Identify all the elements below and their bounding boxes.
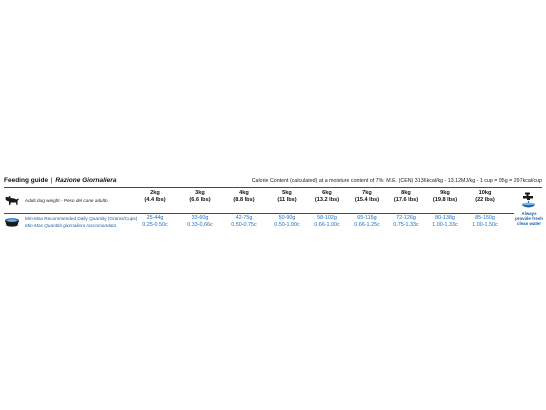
- quantity-row: Min-Max Recommended Daily Quantity (Gram…: [4, 215, 542, 231]
- quantity-label-en: Min-Max Recommended Daily Quantity (Gram…: [25, 216, 138, 221]
- bowl-icon: [5, 218, 19, 227]
- weight-kg: 10kg: [478, 190, 492, 196]
- quantity-column: 72-126g 0.75-1.33c: [386, 215, 426, 229]
- weight-kg: 2kg: [150, 190, 160, 196]
- quantity-column: 25-44g 0.25-0.50c: [135, 215, 175, 229]
- quantity-label-it: Min-Max Quantità giornaliera raccomandat…: [25, 222, 117, 228]
- weight-column: 10kg (22 lbs): [465, 190, 505, 204]
- quantity-grams: 42-75g: [235, 215, 253, 221]
- quantity-grams: 72-126g: [396, 215, 416, 221]
- dog-weight-label: Adult dog weight - Peso del cane adulto: [25, 198, 108, 203]
- weight-lbs: (15.4 lbs): [354, 197, 380, 203]
- water-tap-icon: [522, 192, 535, 208]
- quantity-column: 50-90g 0.50-1.00c: [267, 215, 307, 229]
- quantity-column: 58-102g 0.66-1.00c: [307, 215, 347, 229]
- weight-lbs: (17.6 lbs): [393, 197, 419, 203]
- quantity-grams: 65-115g: [357, 215, 377, 221]
- weight-kg: 4kg: [239, 190, 249, 196]
- water-note: Always provide fresh clean water: [514, 192, 544, 227]
- weight-kg: 3kg: [195, 190, 205, 196]
- quantity-cups: 0.50-1.00c: [274, 222, 300, 228]
- title-separator: |: [50, 177, 53, 184]
- title-en: Feeding guide: [4, 177, 49, 184]
- quantity-column: 42-75g 0.50-0.75c: [224, 215, 264, 229]
- quantity-cups: 0.66-1.00c: [314, 222, 340, 228]
- weight-lbs: (11 lbs): [277, 197, 297, 203]
- weight-lbs: (6.6 lbs): [189, 197, 211, 203]
- title-it: Razione Giornaliera: [55, 177, 117, 184]
- water-line-1: Always: [521, 211, 537, 216]
- dog-icon: [5, 196, 19, 205]
- quantity-grams: 50-90g: [278, 215, 296, 221]
- quantity-grams: 33-60g: [191, 215, 209, 221]
- feeding-guide-header: Feeding guide | Razione Giornaliera Calo…: [4, 177, 542, 187]
- weight-kg: 6kg: [322, 190, 332, 196]
- water-line-2: provide fresh: [515, 216, 543, 222]
- weight-lbs: (13.2 lbs): [314, 197, 340, 203]
- weight-lbs: (8.8 lbs): [233, 197, 255, 203]
- weight-kg: 9kg: [440, 190, 450, 196]
- quantity-column: 65-115g 0.66-1.25c: [347, 215, 387, 229]
- quantity-cups: 1.00-1.33c: [432, 222, 458, 228]
- water-line-3: clean water: [517, 221, 541, 227]
- weight-lbs: (19.8 lbs): [432, 197, 458, 203]
- quantity-grams: 58-102g: [317, 215, 337, 221]
- header-rule: [4, 187, 542, 188]
- quantity-column: 33-60g 0.33-0.66c: [180, 215, 220, 229]
- weight-column: 8kg (17.6 lbs): [386, 190, 426, 204]
- row-separator: [4, 213, 514, 214]
- weight-column: 2kg (4.4 lbs): [135, 190, 175, 204]
- calorie-content: Calorie Content (calculated) at a moistu…: [251, 177, 542, 184]
- dog-weight-label-en: Adult dog weight -: [25, 198, 64, 203]
- weight-lbs: (22 lbs): [475, 197, 495, 203]
- quantity-grams: 25-44g: [146, 215, 164, 221]
- weight-column: 7kg (15.4 lbs): [347, 190, 387, 204]
- weight-column: 9kg (19.8 lbs): [425, 190, 465, 204]
- quantity-column: 85-150g 1.00-1.50c: [465, 215, 505, 229]
- weight-column: 6kg (13.2 lbs): [307, 190, 347, 204]
- weight-kg: 8kg: [401, 190, 411, 196]
- quantity-cups: 0.66-1.25c: [354, 222, 380, 228]
- weight-lbs: (4.4 lbs): [144, 197, 166, 203]
- feeding-guide: Feeding guide | Razione Giornaliera Calo…: [4, 177, 543, 228]
- weight-column: 3kg (6.6 lbs): [180, 190, 220, 204]
- dog-weight-label-it: Peso del cane adulto: [63, 198, 108, 203]
- quantity-grams: 85-150g: [475, 215, 495, 221]
- quantity-cups: 1.00-1.50c: [472, 222, 498, 228]
- weight-kg: 5kg: [282, 190, 292, 196]
- quantity-label: Min-Max Recommended Daily Quantity (Gram…: [25, 216, 137, 229]
- quantity-cups: 0.50-0.75c: [231, 222, 257, 228]
- quantity-cups: 0.75-1.33c: [393, 222, 419, 228]
- dog-weight-row: Adult dog weight - Peso del cane adulto …: [4, 190, 542, 211]
- quantity-column: 80-138g 1.00-1.33c: [425, 215, 465, 229]
- quantity-cups: 0.33-0.66c: [187, 222, 213, 228]
- weight-kg: 7kg: [362, 190, 372, 196]
- weight-column: 5kg (11 lbs): [267, 190, 307, 204]
- weight-column: 4kg (8.8 lbs): [224, 190, 264, 204]
- quantity-grams: 80-138g: [435, 215, 455, 221]
- quantity-cups: 0.25-0.50c: [142, 222, 168, 228]
- feeding-guide-title: Feeding guide | Razione Giornaliera: [4, 177, 116, 184]
